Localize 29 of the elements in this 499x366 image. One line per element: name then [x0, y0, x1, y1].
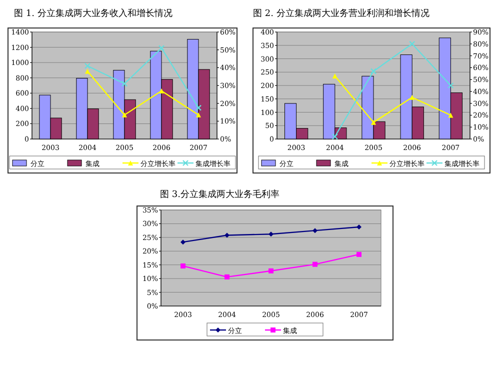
point [268, 268, 274, 274]
point [409, 40, 416, 47]
point [332, 134, 338, 140]
point [84, 62, 91, 69]
point [371, 120, 376, 125]
point [180, 240, 186, 245]
point [196, 112, 201, 118]
point [356, 252, 362, 257]
point [158, 44, 165, 52]
point [448, 82, 454, 89]
chart-title: 图 1. 分立集成两大业务收入和增长情况 [14, 8, 172, 19]
point [159, 88, 164, 94]
point [312, 228, 318, 234]
point [85, 68, 90, 74]
point [312, 262, 318, 267]
point [356, 224, 362, 230]
point [448, 112, 454, 118]
point [410, 94, 415, 100]
point [195, 104, 202, 111]
chart-title: 图 3.分立集成两大业务毛利率 [160, 189, 280, 200]
point [224, 232, 230, 238]
point [332, 73, 338, 78]
point [122, 112, 127, 118]
point [180, 263, 186, 268]
point [224, 274, 230, 280]
chart-title: 图 2. 分立集成两大业务营业利润和增长情况 [253, 8, 430, 19]
point [121, 80, 128, 87]
point [370, 68, 377, 74]
point [268, 232, 274, 237]
